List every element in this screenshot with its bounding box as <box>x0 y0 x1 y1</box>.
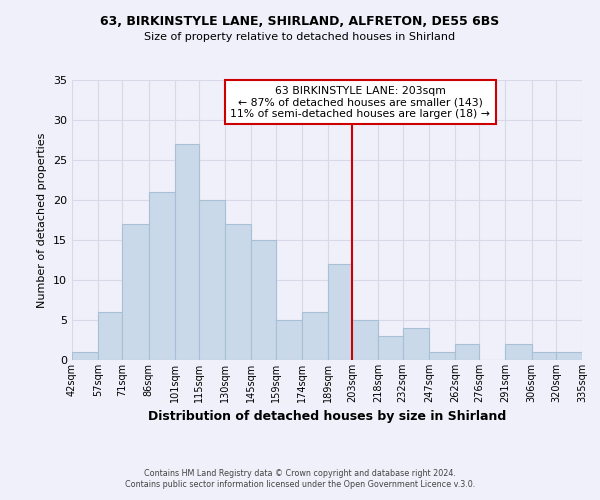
Text: Contains HM Land Registry data © Crown copyright and database right 2024.: Contains HM Land Registry data © Crown c… <box>144 468 456 477</box>
Bar <box>199 200 225 360</box>
Bar <box>251 240 275 360</box>
X-axis label: Distribution of detached houses by size in Shirland: Distribution of detached houses by size … <box>148 410 506 424</box>
Bar <box>352 320 379 360</box>
Y-axis label: Number of detached properties: Number of detached properties <box>37 132 47 308</box>
Bar <box>403 328 429 360</box>
Bar <box>302 312 328 360</box>
Bar <box>379 336 403 360</box>
Text: 63 BIRKINSTYLE LANE: 203sqm
← 87% of detached houses are smaller (143)
11% of se: 63 BIRKINSTYLE LANE: 203sqm ← 87% of det… <box>230 86 490 119</box>
Bar <box>505 344 532 360</box>
Bar <box>328 264 352 360</box>
Text: Contains public sector information licensed under the Open Government Licence v.: Contains public sector information licen… <box>125 480 475 489</box>
Bar <box>455 344 479 360</box>
Bar <box>556 352 582 360</box>
Bar <box>429 352 455 360</box>
Bar <box>532 352 556 360</box>
Bar <box>175 144 199 360</box>
Bar <box>72 352 98 360</box>
Text: Size of property relative to detached houses in Shirland: Size of property relative to detached ho… <box>145 32 455 42</box>
Bar <box>275 320 302 360</box>
Bar <box>98 312 122 360</box>
Text: 63, BIRKINSTYLE LANE, SHIRLAND, ALFRETON, DE55 6BS: 63, BIRKINSTYLE LANE, SHIRLAND, ALFRETON… <box>100 15 500 28</box>
Bar <box>149 192 175 360</box>
Bar <box>225 224 251 360</box>
Bar <box>122 224 149 360</box>
